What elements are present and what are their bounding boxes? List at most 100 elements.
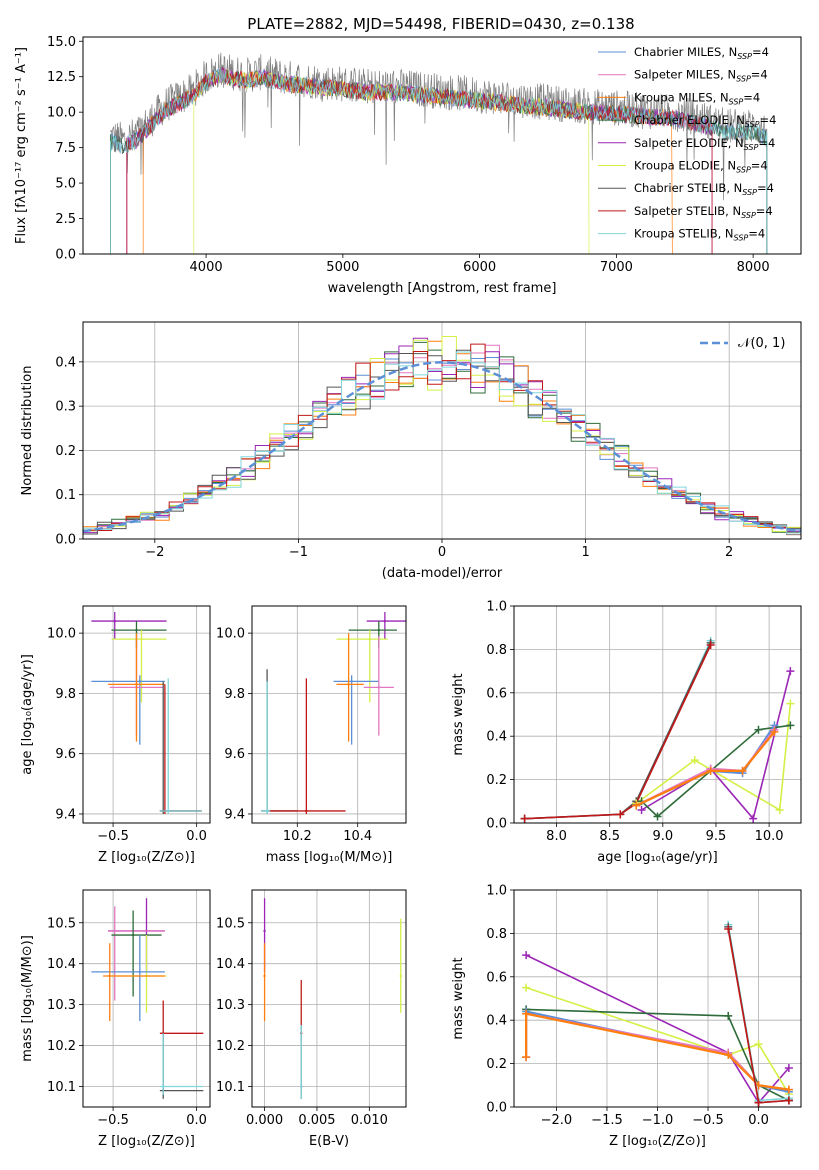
legend-label-sub: SSP (736, 75, 751, 84)
x-tick-label: 9.5 (706, 829, 727, 844)
legend-label-text: Kroupa ELODIE, N (634, 159, 736, 173)
histogram-step (83, 351, 801, 539)
y-tick-label: 1.0 (486, 600, 507, 615)
series-line (641, 670, 792, 821)
data-point (113, 929, 116, 933)
axes-residuals: −2 −1 0 1 2 0.0 0.1 0.2 0.3 0.4 (data-model)/error… (20, 321, 802, 581)
data-point (265, 809, 269, 813)
y-tick-label: 0.8 (486, 643, 507, 658)
x-tick-label: 5000 (326, 260, 359, 275)
y-tick-label: 0.4 (486, 730, 507, 745)
legend-label-tail: =4 (752, 45, 769, 59)
x-axis-label: Z [log₁₀(Z/Z⊙)] (98, 1134, 195, 1149)
legend-label-sub: SSP (741, 211, 756, 220)
x-tick-label: 0 (438, 545, 446, 560)
y-tick-label: 0.4 (486, 1014, 507, 1029)
y-tick-label: 0.8 (486, 927, 507, 942)
y-tick-label: 10.2 (47, 1039, 76, 1054)
y-tick-label: 10.0 (47, 106, 76, 121)
x-axis-label: mass [log₁₀(M/M⊙)] (266, 850, 393, 865)
plot-area-mass_vs_ebv (263, 898, 402, 1099)
legend-label-tail: =4 (751, 68, 768, 82)
x-axis-label: (data-model)/error (382, 566, 503, 581)
legend-label-text: Kroupa STELIB, N (634, 227, 734, 241)
y-tick-label: 5.0 (55, 177, 76, 192)
axes-weight_vs_Z: −2.0 −1.5 −1.0 −0.5 0.0 0.0 0.2 0.4 0.6 0.8 1.0 Z [… (451, 884, 802, 1149)
plot-area-mass_vs_Z (91, 898, 204, 1099)
data-point (305, 809, 308, 813)
legend-label-sub: SSP (742, 188, 757, 197)
data-point (167, 809, 170, 813)
data-point (263, 974, 266, 978)
plus-marker (522, 983, 531, 992)
legend-label: Chabrier MILES, NSSP=4 (634, 45, 769, 61)
plus-marker (616, 810, 625, 819)
plot-area-spectrum (110, 52, 768, 254)
y-tick-label: 10.3 (47, 998, 76, 1013)
x-axis-label: E(B-V) (309, 1134, 349, 1149)
axes-frame (513, 889, 802, 1108)
legend-label: Chabrier STELIB, NSSP=4 (634, 181, 774, 197)
y-tick-label: 9.6 (224, 747, 245, 762)
legend-label-tail: =4 (757, 181, 774, 195)
legend-label-text: Salpeter STELIB, N (634, 204, 741, 218)
axes-age_vs_Z: −0.5 0.0 9.4 9.6 9.8 10.0 Z [log₁₀(Z/Z⊙)] age [… (20, 605, 211, 865)
plus-marker (724, 1050, 733, 1059)
y-axis-label: age [log₁₀(age/yr)] (20, 654, 35, 775)
x-axis-label: Z [log₁₀(Z/Z⊙)] (609, 1134, 706, 1149)
data-point (135, 683, 138, 686)
legend-label: 𝒩(0, 1) (738, 336, 785, 351)
y-tick-label: 0.6 (486, 970, 507, 985)
data-point (350, 680, 353, 683)
x-tick-label: 0.010 (351, 1113, 388, 1128)
data-point (263, 929, 266, 933)
x-tick-label: 0.000 (246, 1113, 283, 1128)
axes-frame (82, 36, 802, 255)
y-tick-label: 10.5 (47, 916, 76, 931)
y-tick-label: 0.6 (486, 686, 507, 701)
y-tick-label: 10.0 (216, 627, 245, 642)
y-tick-label: 0.3 (55, 400, 76, 415)
legend-label: Salpeter ELODIE, NSSP=4 (634, 136, 775, 152)
legend-label-sub: SSP (745, 120, 760, 129)
y-tick-label: 0.2 (486, 1057, 507, 1072)
axes-frame (82, 889, 211, 1108)
data-point (377, 686, 381, 689)
y-axis-label: Flux [fλ10⁻¹⁷ erg cm⁻² s⁻¹ A⁻¹] (14, 47, 29, 244)
y-tick-label: 2.5 (55, 212, 76, 227)
x-tick-label: 0.0 (186, 829, 207, 844)
plus-marker (522, 951, 531, 960)
x-tick-label: −2 (145, 545, 164, 560)
x-tick-label: −0.5 (97, 1113, 129, 1128)
x-tick-label: 10.2 (283, 829, 312, 844)
axes-frame (82, 605, 211, 824)
plus-marker (784, 1085, 793, 1094)
y-tick-label: 10.3 (216, 998, 245, 1013)
plot-area-residuals (83, 336, 801, 539)
y-tick-label: 9.8 (224, 687, 245, 702)
axes-mass_vs_Z: −0.5 0.0 10.1 10.2 10.3 10.4 10.5 Z [log₁₀(Z/Z⊙… (20, 889, 211, 1149)
plus-marker (653, 812, 662, 821)
data-point (368, 637, 371, 641)
x-tick-label: 8.0 (546, 829, 567, 844)
x-tick-label: −1.0 (642, 1113, 674, 1128)
y-tick-label: 0.0 (55, 533, 76, 548)
normal-reference-curve (83, 361, 801, 533)
y-tick-label: 1.0 (486, 884, 507, 899)
y-tick-label: 10.4 (47, 957, 76, 972)
y-tick-label: 0.2 (486, 773, 507, 788)
model-spectrum-line (110, 67, 768, 254)
legend-label-sub: SSP (737, 52, 752, 61)
data-point (399, 974, 402, 978)
plus-marker (754, 1098, 763, 1107)
plus-marker (786, 699, 795, 708)
plus-marker (770, 727, 779, 736)
legend-label: Kroupa MILES, NSSP=4 (634, 90, 760, 106)
legend-label-text: Chabrier ELODIE, N (634, 113, 745, 127)
y-tick-label: 9.6 (55, 747, 76, 762)
axes-frame (251, 605, 407, 824)
x-tick-label: −1 (289, 545, 308, 560)
data-point (383, 619, 387, 623)
data-point (113, 619, 116, 623)
